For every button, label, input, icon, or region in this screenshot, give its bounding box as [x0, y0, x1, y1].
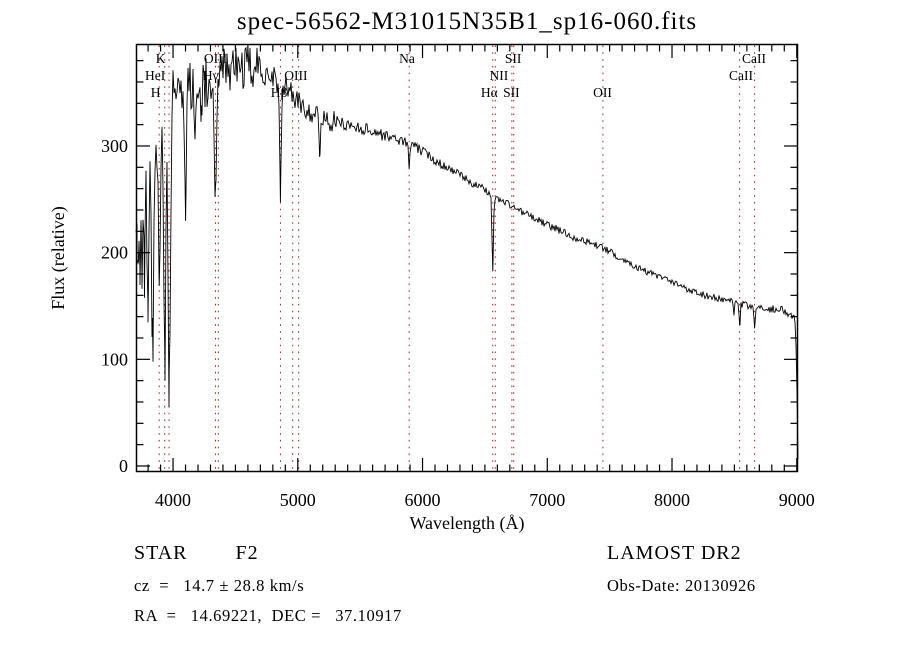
x-tick-label: 8000 [654, 490, 690, 510]
y-axis-label: Flux (relative) [48, 206, 69, 309]
spectral-line-markers [158, 45, 756, 471]
y-tick-label: 300 [101, 136, 128, 156]
spectrum-curve [135, 46, 799, 460]
y-tick-label: 0 [119, 456, 128, 476]
spectral-line-label: CaII [742, 51, 766, 66]
spectral-line-label: SII [505, 51, 522, 66]
axes [135, 43, 799, 473]
tick-labels: 4000 5000 6000 7000 8000 9000 0 100 200 300 [101, 136, 815, 510]
spectral-line-label: NII [489, 68, 508, 83]
x-tick-label: 4000 [155, 490, 191, 510]
x-axis-label: Wavelength (Å) [409, 513, 524, 534]
obs-date-annotation: Obs-Date: 20130926 [607, 576, 756, 595]
radial-velocity-annotation: cz = 14.7 ± 28.8 km/s [134, 576, 305, 595]
y-tick-label: 100 [101, 349, 128, 369]
spectral-line-label: CaII [729, 68, 753, 83]
survey-release-annotation: LAMOST DR2 [607, 542, 742, 564]
spectral-line-label: Na [399, 51, 415, 66]
y-tick-label: 200 [101, 243, 128, 263]
plot-box [135, 43, 799, 473]
x-tick-label: 9000 [779, 490, 815, 510]
spectral-line-label: H [151, 85, 161, 100]
spectral-line-label: HeI [145, 68, 166, 83]
spectral-line-label: K [156, 51, 166, 66]
x-tick-label: 5000 [280, 490, 316, 510]
x-tick-label: 7000 [529, 490, 565, 510]
spectral-line-label: SII [503, 85, 520, 100]
object-class-annotation: STAR F2 [134, 542, 259, 564]
spectrum-trace [135, 46, 799, 460]
plot-title: spec-56562-M31015N35B1_sp16-060.fits [236, 8, 698, 35]
spectral-line-label: Hα [481, 85, 498, 100]
spectral-line-label: OIII [284, 68, 308, 83]
spectral-line-label: OII [593, 85, 612, 100]
ra-dec-annotation: RA = 14.69221, DEC = 37.10917 [134, 606, 402, 625]
x-tick-label: 6000 [405, 490, 441, 510]
